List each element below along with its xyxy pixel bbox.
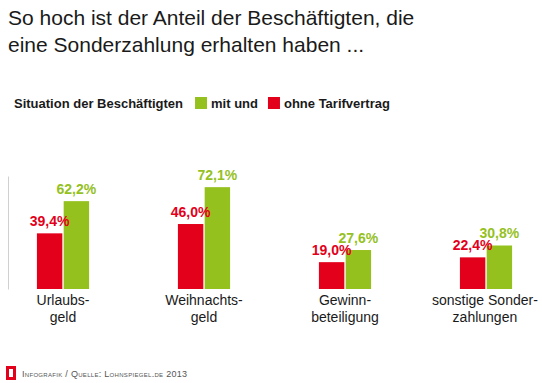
- bar: [178, 224, 203, 289]
- legend-label: mit und: [211, 96, 258, 111]
- x-tick: Weihnachts-geld: [165, 291, 243, 325]
- x-axis: Urlaubs-geld Weihnachts-geld Gewinn-beteil…: [37, 291, 539, 325]
- bar: [319, 262, 344, 289]
- subtitle: Situation der Beschäftigten: [14, 96, 183, 111]
- data-label: 39,4%: [30, 213, 70, 229]
- x-tick: Gewinn-beteiligung: [311, 291, 379, 325]
- data-label: 46,0%: [171, 204, 211, 220]
- x-tick-label: Gewinn-beteiligung: [311, 292, 379, 325]
- data-label: 22,4%: [453, 237, 493, 253]
- source-note: Infografik / Quelle: Lohnspiegel.de 2013: [22, 369, 187, 379]
- x-tick: Urlaubs-geld: [37, 291, 90, 325]
- legend-swatch: [195, 97, 207, 109]
- legend-swatch: [268, 97, 280, 109]
- chart-svg: So hoch ist der Anteil der Beschäftigten…: [0, 0, 542, 383]
- x-tick-label: sonstige Sonder-zahlungen: [432, 292, 538, 325]
- data-label: 72,1%: [198, 167, 238, 183]
- legend-item: ohne Tarifvertrag: [268, 96, 390, 111]
- logo: [6, 366, 16, 380]
- x-tick-label: Weihnachts-geld: [165, 292, 243, 325]
- legend-label: ohne Tarifvertrag: [284, 96, 390, 111]
- data-label: 62,2%: [57, 181, 97, 197]
- plot-area: [37, 187, 512, 289]
- bar: [37, 233, 62, 289]
- bar: [205, 187, 230, 289]
- y-axis-line: [8, 177, 9, 290]
- data-label: 19,0%: [312, 242, 352, 258]
- y-axis: [8, 177, 9, 290]
- bar: [460, 257, 485, 289]
- chart-container: So hoch ist der Anteil der Beschäftigten…: [0, 0, 542, 383]
- x-tick-label: Urlaubs-geld: [37, 292, 90, 325]
- legend: mit und ohne Tarifvertrag: [195, 96, 390, 111]
- data-labels: 62,2%72,1%27,6%30,8%39,4%46,0%19,0%22,4%: [30, 167, 520, 258]
- x-tick: sonstige Sonder-zahlungen: [432, 291, 538, 325]
- legend-item: mit und: [195, 96, 258, 111]
- title: So hoch ist der Anteil der Beschäftigten…: [8, 6, 414, 56]
